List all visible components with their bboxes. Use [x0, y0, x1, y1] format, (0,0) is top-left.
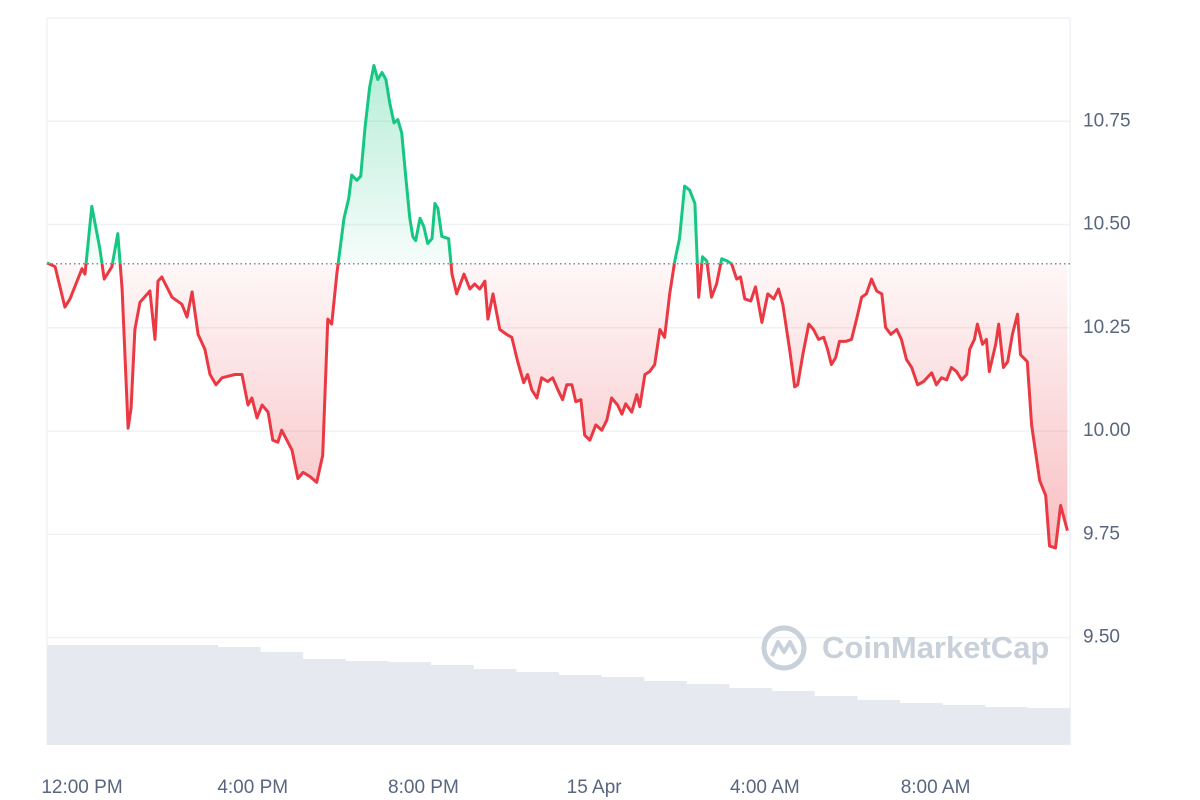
y-tick-label: 10.50 — [1083, 214, 1131, 235]
volume-bar — [601, 677, 645, 745]
x-tick-label: 8:00 AM — [901, 777, 971, 798]
volume-bar — [942, 705, 986, 745]
volume-bar — [643, 681, 687, 745]
y-tick-label: 10.75 — [1083, 110, 1131, 131]
x-tick-label: 4:00 PM — [217, 777, 288, 798]
y-tick-label: 10.00 — [1083, 420, 1131, 441]
volume-bar — [814, 696, 858, 745]
area-down — [47, 263, 1068, 548]
y-tick-label: 9.75 — [1083, 523, 1120, 544]
volume-bar — [558, 675, 602, 745]
volume-bar — [984, 707, 1028, 745]
price-line-down — [46, 263, 1069, 550]
plot — [46, 64, 1070, 550]
volume-bar — [47, 645, 91, 745]
volume-bar — [345, 661, 389, 745]
x-tick-label: 8:00 PM — [388, 777, 459, 798]
volume-bar — [686, 684, 730, 745]
volume-bar — [1027, 708, 1071, 745]
y-tick-label: 9.50 — [1083, 627, 1120, 648]
volume-bar — [729, 688, 773, 745]
watermark-logo — [770, 640, 798, 657]
volume-bar — [217, 647, 261, 745]
tick-labels: 9.50 9.75 10.00 10.25 10.50 10.75 12:00 PM 4:00… — [41, 110, 1130, 798]
volume-bar — [856, 700, 900, 745]
watermark: CoinMarketCap — [761, 625, 1049, 671]
volume-bar — [388, 662, 432, 745]
volume-bar — [132, 645, 176, 745]
volume-bars — [47, 645, 1071, 745]
volume-bar — [260, 652, 304, 745]
x-tick-label: 4:00 AM — [730, 777, 800, 798]
volume-bar — [430, 665, 474, 745]
y-tick-label: 10.25 — [1083, 317, 1131, 338]
x-tick-label: 15 Apr — [567, 777, 623, 798]
volume-bar — [771, 691, 815, 745]
volume-bar — [174, 645, 218, 745]
volume-bar — [473, 669, 517, 745]
x-tick-label: 12:00 PM — [41, 777, 122, 798]
area-up — [47, 65, 732, 264]
volume-bar — [89, 645, 133, 745]
watermark-logo — [761, 625, 807, 671]
watermark-text: CoinMarketCap — [822, 630, 1049, 665]
volume-bar — [899, 703, 943, 745]
volume-bar — [302, 659, 346, 745]
volume-bar — [515, 672, 559, 745]
